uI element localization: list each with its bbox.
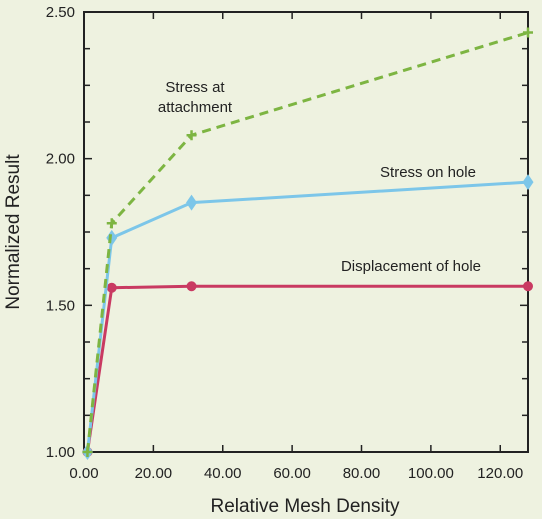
data-point-marker xyxy=(186,194,198,211)
x-tick-label: 60.00 xyxy=(273,465,311,482)
data-point-marker xyxy=(106,218,117,229)
series-labels: Stress at attachment Stress on hole Displac… xyxy=(158,79,481,275)
series-label: Stress on hole xyxy=(380,164,476,181)
x-tick-label: 120.00 xyxy=(477,465,523,482)
series-label: Stress at xyxy=(165,79,225,96)
data-point-marker xyxy=(186,130,197,141)
x-axis-title: Relative Mesh Density xyxy=(210,496,400,517)
data-point-marker xyxy=(523,281,533,292)
axis-ticks: 0.00 20.00 40.00 60.00 80.00 100.00 120.00 1.00… xyxy=(46,4,528,482)
y-tick-label: 1.00 xyxy=(46,444,75,461)
data-point-marker xyxy=(106,282,117,293)
series-line xyxy=(85,284,528,453)
plot-area xyxy=(83,11,529,453)
y-axis-title: Normalized Result xyxy=(3,154,24,310)
data-point-marker xyxy=(522,174,534,191)
y-tick-label: 1.50 xyxy=(46,297,75,314)
x-tick-label: 40.00 xyxy=(204,465,242,482)
y-tick-label: 2.00 xyxy=(46,151,75,168)
data-point-marker xyxy=(186,281,197,292)
data-point-marker xyxy=(523,27,533,38)
series-line xyxy=(85,31,529,453)
series-layer xyxy=(81,27,534,460)
x-tick-label: 80.00 xyxy=(343,465,381,482)
series-label: Displacement of hole xyxy=(341,258,481,275)
series-label: attachment xyxy=(158,99,233,116)
x-tick-label: 0.00 xyxy=(69,465,98,482)
x-tick-label: 100.00 xyxy=(408,465,454,482)
data-point-marker xyxy=(82,447,93,457)
x-tick-label: 20.00 xyxy=(135,465,173,482)
y-tick-label: 2.50 xyxy=(46,4,75,21)
